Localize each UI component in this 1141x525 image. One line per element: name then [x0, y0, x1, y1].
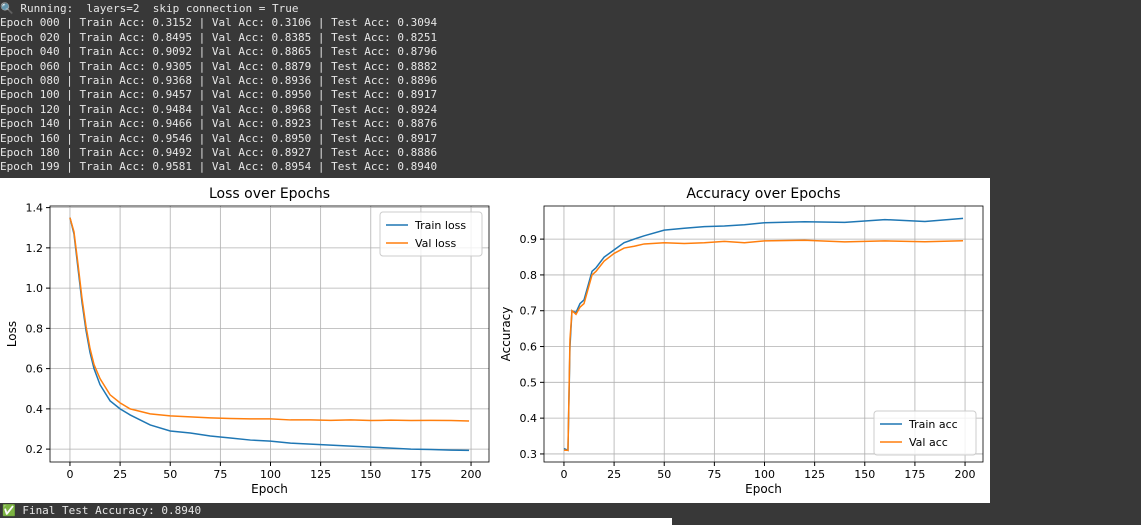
console-line: 🔍 Running: layers=2 skip connection = Tr…	[0, 2, 299, 15]
x-axis-label: Epoch	[251, 482, 288, 496]
y-tick-label: 1.4	[26, 202, 44, 215]
y-tick-label: 0.8	[520, 269, 538, 282]
console-line: Epoch 060 | Train Acc: 0.9305 | Val Acc:…	[0, 59, 438, 73]
y-tick-label: 0.6	[26, 363, 44, 376]
console-line: Epoch 000 | Train Acc: 0.3152 | Val Acc:…	[0, 16, 438, 30]
y-tick-label: 0.4	[26, 403, 44, 416]
console-line: Epoch 180 | Train Acc: 0.9492 | Val Acc:…	[0, 145, 438, 159]
x-tick-label: 75	[213, 468, 227, 481]
x-tick-label: 50	[163, 468, 177, 481]
y-tick-label: 0.6	[520, 341, 538, 354]
console-line: Epoch 199 | Train Acc: 0.9581 | Val Acc:…	[0, 160, 438, 174]
y-tick-label: 0.4	[520, 412, 538, 425]
x-tick-label: 175	[410, 468, 431, 481]
console-line: Epoch 040 | Train Acc: 0.9092 | Val Acc:…	[0, 45, 438, 59]
y-axis-label: Loss	[5, 321, 19, 347]
axes-frame	[49, 205, 490, 463]
x-tick-label: 175	[904, 468, 925, 481]
console-output: 🔍 Running: layers=2 skip connection = Tr…	[0, 2, 1141, 175]
data-line	[563, 239, 964, 452]
x-tick-label: 75	[707, 468, 721, 481]
console-line: Epoch 100 | Train Acc: 0.9457 | Val Acc:…	[0, 88, 438, 102]
legend-label: Val loss	[415, 237, 456, 250]
console-line: Epoch 140 | Train Acc: 0.9466 | Val Acc:…	[0, 117, 438, 131]
x-tick-label: 100	[260, 468, 281, 481]
x-tick-label: 200	[955, 468, 976, 481]
console-line: Epoch 160 | Train Acc: 0.9546 | Val Acc:…	[0, 131, 438, 145]
x-tick-label: 25	[607, 468, 621, 481]
y-tick-label: 1.2	[26, 242, 44, 255]
x-tick-label: 125	[804, 468, 825, 481]
charts: 0 25 50 75 100 125 150 175 200 0.2 0.4 0.6 0.8 1.0 1.2…	[0, 178, 990, 503]
axes-frame	[543, 205, 984, 463]
console-line: Epoch 120 | Train Acc: 0.9484 | Val Acc:…	[0, 102, 438, 116]
y-tick-label: 0.2	[26, 443, 44, 456]
x-tick-label: 25	[113, 468, 127, 481]
data-line	[563, 217, 964, 452]
x-tick-label: 150	[360, 468, 381, 481]
legend-label: Train acc	[908, 418, 958, 431]
console-line: Epoch 080 | Train Acc: 0.9368 | Val Acc:…	[0, 73, 438, 87]
x-axis-label: Epoch	[745, 482, 782, 496]
legend-label: Train loss	[414, 219, 466, 232]
x-tick-label: 125	[310, 468, 331, 481]
x-tick-label: 0	[66, 468, 73, 481]
y-axis-label: Accuracy	[499, 307, 513, 362]
legend: Train loss Val loss	[379, 211, 483, 257]
chart-title: Loss over Epochs	[209, 186, 330, 202]
legend-box	[873, 410, 977, 456]
x-tick-label: 50	[657, 468, 671, 481]
legend-label: Val acc	[909, 436, 948, 449]
y-tick-label: 0.9	[520, 233, 538, 246]
y-tick-label: 0.7	[520, 305, 538, 318]
y-tick-label: 0.5	[520, 376, 538, 389]
output-bar	[0, 518, 672, 525]
chart-title: Accuracy over Epochs	[686, 186, 840, 202]
data-line	[69, 217, 470, 422]
x-tick-label: 200	[461, 468, 482, 481]
x-tick-label: 0	[560, 468, 567, 481]
console-line: Epoch 020 | Train Acc: 0.8495 | Val Acc:…	[0, 30, 438, 44]
x-tick-label: 150	[854, 468, 875, 481]
final-result: ✅ Final Test Accuracy: 0.8940	[2, 504, 202, 517]
y-tick-label: 0.8	[26, 322, 44, 335]
x-tick-label: 100	[754, 468, 775, 481]
y-tick-label: 1.0	[26, 282, 44, 295]
legend: Train acc Val acc	[873, 410, 977, 456]
legend-box	[379, 211, 483, 257]
y-tick-label: 0.3	[520, 448, 538, 461]
